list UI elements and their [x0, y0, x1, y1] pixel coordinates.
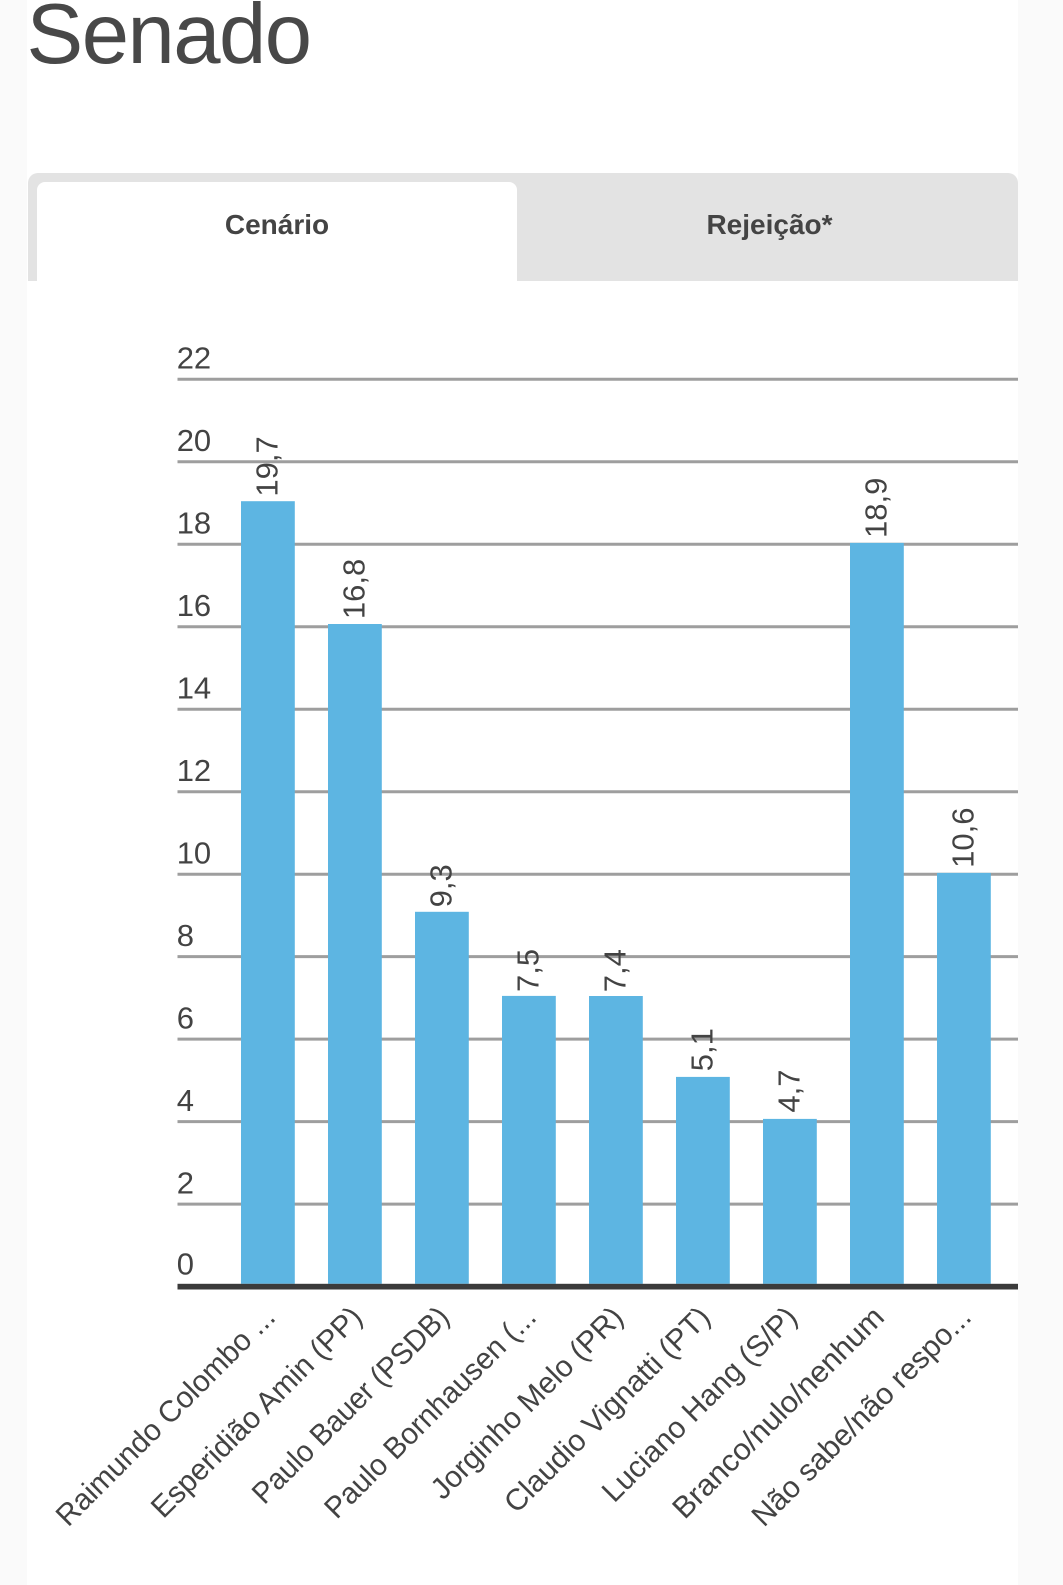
svg-text:20: 20 [177, 423, 211, 458]
svg-text:22: 22 [177, 341, 211, 376]
svg-text:4,7: 4,7 [772, 1069, 807, 1112]
svg-text:16,8: 16,8 [337, 559, 372, 619]
svg-text:2: 2 [177, 1165, 194, 1200]
svg-text:18: 18 [177, 506, 211, 541]
svg-text:4: 4 [177, 1083, 194, 1118]
svg-text:10,6: 10,6 [946, 808, 981, 868]
svg-text:0: 0 [177, 1247, 194, 1282]
svg-text:9,3: 9,3 [424, 864, 459, 907]
svg-text:7,5: 7,5 [511, 949, 546, 992]
svg-text:7,4: 7,4 [598, 949, 633, 992]
svg-text:14: 14 [177, 671, 211, 706]
svg-text:12: 12 [177, 753, 211, 788]
svg-text:8: 8 [177, 918, 194, 953]
svg-text:18,9: 18,9 [859, 478, 894, 538]
svg-text:19,7: 19,7 [250, 436, 285, 496]
svg-text:6: 6 [177, 1000, 194, 1035]
svg-text:16: 16 [177, 588, 211, 623]
svg-text:5,1: 5,1 [685, 1028, 720, 1071]
svg-text:10: 10 [177, 836, 211, 871]
